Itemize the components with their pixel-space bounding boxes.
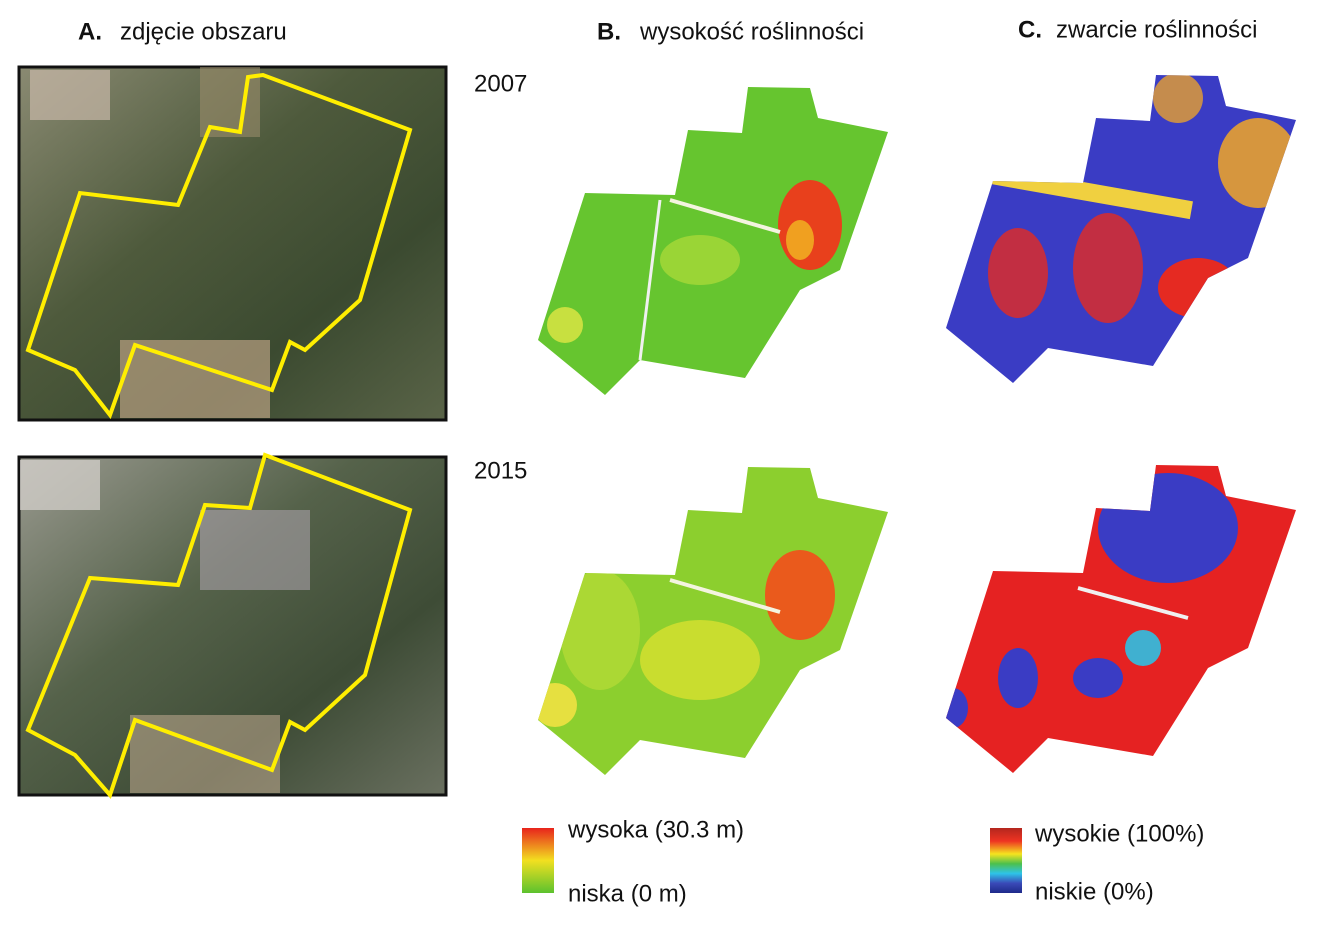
legend-label: wysokie (100%): [1034, 820, 1204, 847]
aerial-photo: [17, 65, 448, 422]
column-title: zwarcie roślinności: [1056, 16, 1257, 43]
legend-label: niskie (0%): [1035, 878, 1154, 905]
density-map: [946, 465, 1296, 773]
legend-gradient: [990, 828, 1022, 893]
height-map: [538, 467, 888, 775]
year-label: 2007: [474, 70, 527, 97]
column-title: wysokość roślinności: [639, 18, 864, 45]
column-letter: A.: [78, 18, 102, 45]
aerial-photo: [17, 452, 448, 799]
year-label: 2015: [474, 457, 527, 484]
column-letter: C.: [1018, 16, 1042, 43]
height-map: [538, 87, 888, 395]
legend-label: niska (0 m): [568, 880, 687, 907]
legend-label: wysoka (30.3 m): [567, 816, 744, 843]
column-letter: B.: [597, 18, 621, 45]
density-map: [946, 75, 1296, 383]
legend-gradient: [522, 828, 554, 893]
column-title: zdjęcie obszaru: [120, 18, 287, 45]
